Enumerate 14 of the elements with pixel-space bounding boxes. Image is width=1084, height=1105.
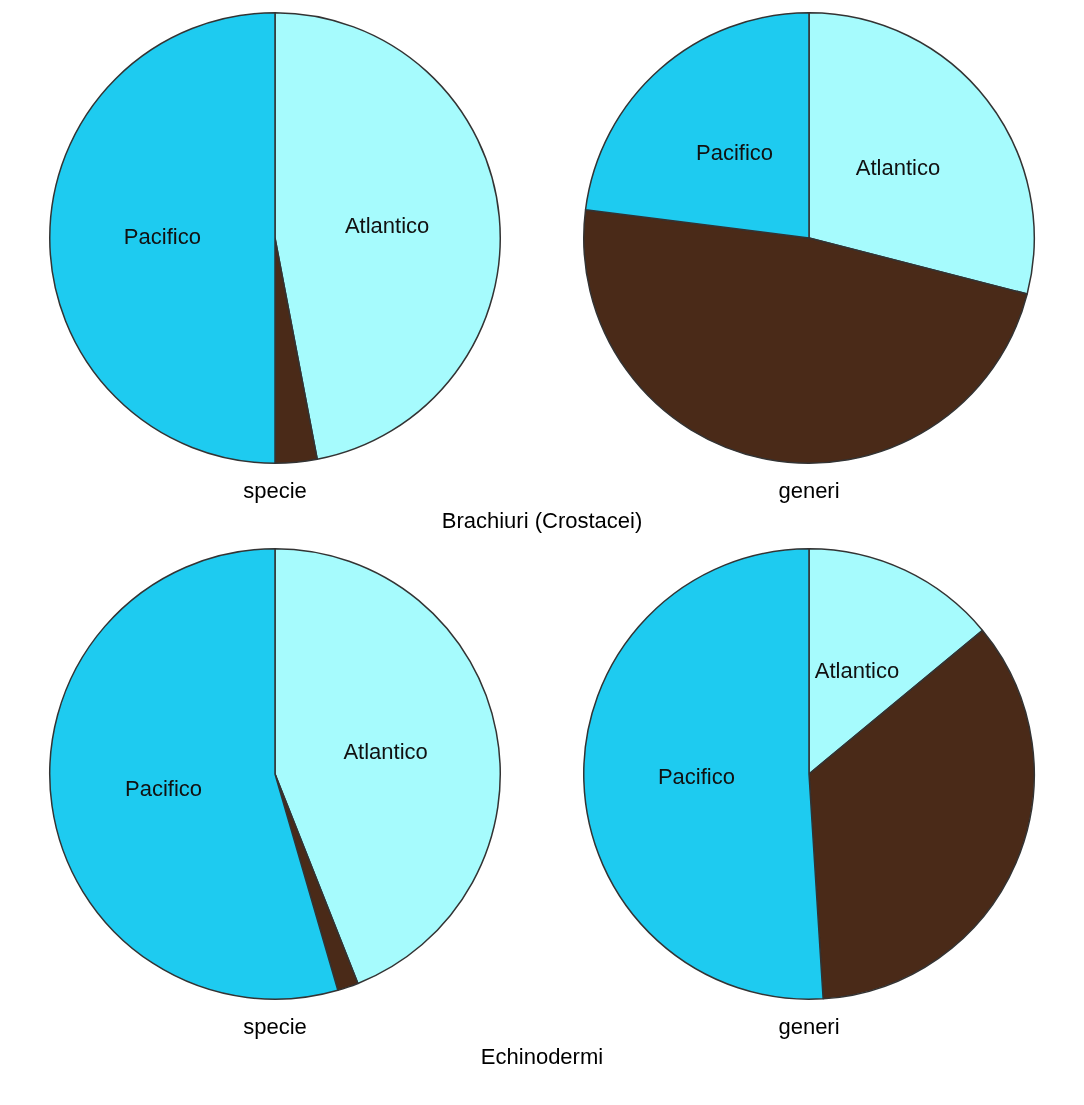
text: specie (243, 478, 307, 504)
text: Echinodermi (479, 1044, 605, 1070)
slice-label: Atlantico (344, 213, 430, 239)
text: specie (243, 1014, 307, 1040)
slice-label: Pacifico (124, 775, 203, 801)
slice-label: Atlantico (814, 658, 900, 684)
slice-label: Atlantico (343, 738, 428, 764)
slice-label: Pacifico (696, 139, 774, 165)
text: generi (778, 1014, 840, 1040)
slice-label: Atlantico (855, 155, 941, 181)
slice-label: Pacifico (123, 224, 201, 250)
text: Brachiuri (Crostacei) (440, 508, 644, 534)
slice-label: Pacifico (657, 763, 735, 789)
text: generi (778, 478, 840, 504)
